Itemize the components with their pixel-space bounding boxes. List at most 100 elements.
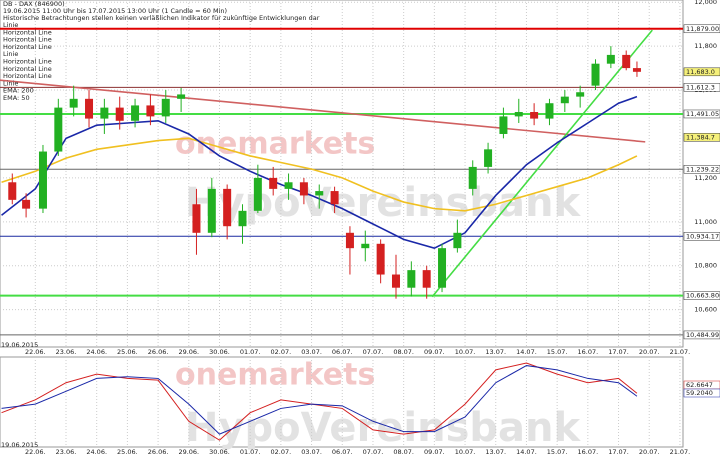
x-tick-label: 25.06. (117, 448, 138, 456)
x-tick-label: 03.07. (301, 448, 322, 456)
level-label: 11,879.005 (686, 25, 720, 33)
candle-body (177, 94, 186, 99)
x-tick-label: 14.07. (516, 448, 537, 456)
watermark: HypoVereinsbank (185, 180, 582, 226)
candle-body (330, 191, 339, 205)
x-tick-label: 17.07. (608, 448, 629, 456)
trend-line (0, 79, 646, 143)
object-entry: Horizontal Line (3, 28, 52, 36)
level-label-box (683, 165, 720, 174)
candle-body (560, 96, 569, 104)
x-tick-label: 29.06. (178, 448, 199, 456)
value-label: 59.2040 (686, 389, 713, 397)
object-entry: Linie (3, 50, 18, 58)
x-tick-label: 22.06. (25, 448, 46, 456)
x-tick-label: 25.06. (117, 348, 138, 356)
candle-body (545, 103, 554, 119)
x-tick-label: 30.06. (209, 348, 230, 356)
x-tick-label: 08.07. (393, 348, 414, 356)
y-tick-label: 11,000 (694, 218, 717, 226)
level-label: 11,491.05 (686, 110, 719, 118)
level-label-box (683, 67, 720, 77)
trend-line (431, 29, 653, 298)
object-entry: Horizontal Line (3, 43, 52, 51)
object-entry: Linie (3, 79, 18, 87)
candle-body (606, 54, 615, 64)
level-label-box (683, 133, 720, 142)
candle-body (361, 243, 370, 249)
y-tick-label: 10,800 (694, 262, 717, 270)
x-tick-label: 22.06. (25, 348, 46, 356)
x-tick-label: 06.07. (332, 348, 353, 356)
candle-body (207, 188, 216, 233)
candle-body (253, 177, 262, 211)
candle-body (115, 107, 124, 121)
level-label-box (683, 83, 720, 92)
candle-body (422, 270, 431, 288)
x-tick-label: 23.06. (56, 448, 77, 456)
x-tick-label: 16.07. (577, 448, 598, 456)
candle-body (315, 191, 324, 196)
candle-body (284, 182, 293, 189)
x-tick-label: 14.07. (516, 348, 537, 356)
x-tick-label: 24.06. (86, 448, 107, 456)
candle-body (161, 98, 170, 117)
x-tick-label: 15.07. (547, 448, 568, 456)
x-tick-label: 07.07. (363, 448, 384, 456)
x-tick-label: 10.07. (455, 448, 476, 456)
candle-body (131, 105, 140, 121)
candle-body (38, 151, 47, 209)
level-label: 10,663.800 (686, 292, 720, 300)
value-label-box (683, 388, 720, 398)
candle-body (632, 68, 641, 72)
candle-body (100, 107, 109, 119)
level-label-box (683, 109, 720, 119)
x-tick-label: 07.07. (363, 348, 384, 356)
x-tick-label: 23.06. (56, 348, 77, 356)
watermark: onemarkets (175, 358, 375, 393)
indicator-plot (0, 356, 684, 448)
object-entry: Horizontal Line (3, 58, 52, 66)
value-label: 62.6647 (686, 381, 713, 389)
x-tick-label: 10.07. (455, 348, 476, 356)
candle-body (376, 243, 385, 275)
x-tick-label: 15.07. (547, 348, 568, 356)
x-tick-label: 16.07. (577, 348, 598, 356)
chart-title: DB - DAX (846900) (3, 0, 65, 8)
candle-body (576, 92, 585, 97)
x-tick-label: 29.06. (178, 348, 199, 356)
x-tick-label: 09.07. (424, 448, 445, 456)
x-tick-label: 03.07. (301, 348, 322, 356)
x-tick-label: 13.07. (485, 448, 506, 456)
oscillator-line (1, 365, 638, 435)
x-tick-label: 06.07. (332, 448, 353, 456)
x-tick-label: 02.07. (271, 348, 292, 356)
x-tick-label: 20.07. (639, 448, 660, 456)
candle-body (269, 177, 278, 189)
legend-entry: EMA: 50 (3, 94, 30, 102)
candle-body (484, 149, 493, 167)
x-tick-label: 30.06. (209, 448, 230, 456)
level-label-box (683, 24, 720, 34)
x-tick-label: 01.07. (240, 348, 261, 356)
x-tick-label: 26.06. (148, 348, 169, 356)
x-tick-label: 26.06. (148, 448, 169, 456)
ema-line (1, 137, 638, 212)
x-tick-label: 02.07. (271, 448, 292, 456)
candle-body (54, 107, 63, 152)
x-tick-label: 24.06. (86, 348, 107, 356)
ema-line (1, 95, 638, 250)
y-tick-label: 11,800 (694, 42, 717, 50)
candle-body (514, 112, 523, 117)
candle-body (238, 210, 247, 227)
disclaimer: Historische Betrachtungen stellen keinen… (3, 14, 320, 22)
x-tick-label: 17.07. (608, 348, 629, 356)
candle-body (499, 116, 508, 134)
level-label: 10,484.99 (686, 331, 719, 339)
candle-body (591, 63, 600, 86)
level-label-box (683, 291, 720, 300)
x-tick-label: 13.07. (485, 348, 506, 356)
candle-body (69, 98, 78, 108)
level-label-box (683, 232, 720, 241)
